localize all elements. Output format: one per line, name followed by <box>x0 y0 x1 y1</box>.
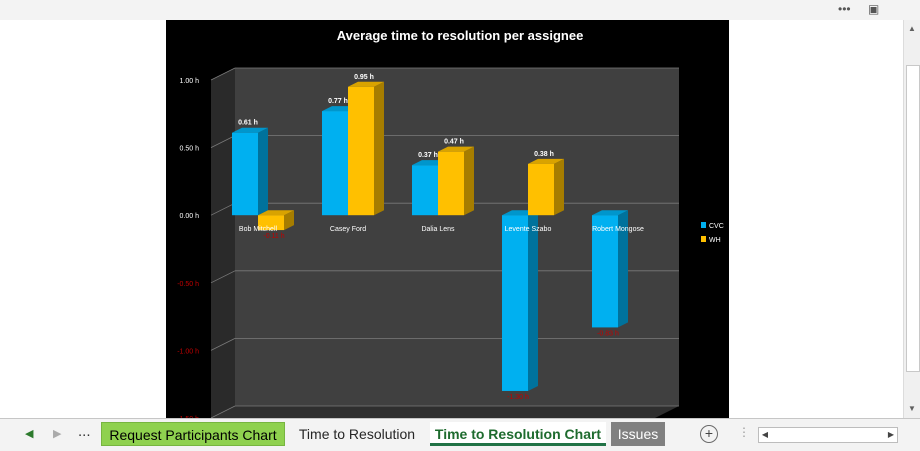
tab-time-to-resolution[interactable]: Time to Resolution <box>289 422 425 446</box>
data-label: 0.38 h <box>534 151 554 158</box>
sheet-tab-bar: ◀ ▶ ... Request Participants Chart Time … <box>0 418 920 451</box>
bar-cvc-side <box>528 210 538 391</box>
bar-cvc <box>502 215 528 391</box>
scroll-down-icon[interactable]: ▼ <box>908 404 916 413</box>
bar-wh <box>258 215 284 231</box>
y-tick-label: -1.50 h <box>177 416 199 418</box>
bar-wh-side <box>284 210 294 231</box>
bar-cvc <box>592 215 618 328</box>
gridline-side <box>210 135 236 148</box>
vertical-scrollbar[interactable]: ▲ ▼ <box>903 20 920 418</box>
y-tick-label: 0.00 h <box>180 213 200 220</box>
data-label: -0.83 h <box>597 330 619 337</box>
bar-cvc-side <box>618 210 628 328</box>
worksheet-area: 1.00 h 0.50 h 0.00 h -0.50 h -1.00 h -1.50 h A… <box>0 20 903 418</box>
gridline-side <box>210 67 236 81</box>
chart-side-wall <box>211 68 235 418</box>
add-sheet-icon[interactable]: + <box>700 425 718 443</box>
bar-cvc <box>322 111 348 216</box>
legend-label-cvc: CVC <box>709 223 724 230</box>
gridline-side <box>210 338 236 351</box>
legend-swatch-wh <box>701 236 706 242</box>
bar-wh-side <box>374 81 384 216</box>
category-label: Bob Mitchell <box>239 226 278 233</box>
bar-cvc <box>232 132 258 216</box>
chart-title: Average time to resolution per assignee <box>337 28 584 43</box>
legend-label-wh: WH <box>709 237 721 244</box>
data-label: 0.77 h <box>328 98 348 105</box>
y-tick-label: -1.00 h <box>177 348 199 355</box>
horizontal-scrollbar[interactable]: ◀ ▶ <box>758 427 898 443</box>
bar-wh <box>528 163 554 216</box>
title-bar: ••• ▣ <box>0 0 920 20</box>
tab-issues[interactable]: Issues <box>611 422 665 446</box>
hscroll-right-icon[interactable]: ▶ <box>887 430 895 439</box>
tab-request-participants-chart[interactable]: Request Participants Chart <box>101 422 285 446</box>
bar-wh-top <box>258 210 294 216</box>
data-label: 0.95 h <box>354 74 374 81</box>
bar-wh-top <box>438 146 474 152</box>
data-label: -0.11 h <box>263 233 284 240</box>
legend-swatch-cvc <box>701 222 706 228</box>
category-label: Levente Szabo <box>505 226 552 233</box>
more-tabs-button[interactable]: ... <box>78 423 91 440</box>
category-label: Casey Ford <box>330 226 366 233</box>
chart-floor <box>211 406 679 418</box>
chart-area[interactable]: 1.00 h 0.50 h 0.00 h -0.50 h -1.00 h -1.50 h A… <box>166 20 729 418</box>
bar-cvc-top <box>232 127 268 133</box>
bar-cvc <box>412 165 438 216</box>
bar-cvc-side <box>258 127 268 216</box>
scroll-left-icon[interactable]: ◀ <box>25 428 34 440</box>
data-label: 0.47 h <box>444 139 464 146</box>
hscroll-left-icon[interactable]: ◀ <box>761 430 769 439</box>
data-label: 0.37 h <box>418 152 438 159</box>
bar-wh-top <box>348 81 384 87</box>
scroll-up-icon[interactable]: ▲ <box>908 24 916 33</box>
tab-time-to-resolution-chart[interactable]: Time to Resolution Chart <box>430 422 606 446</box>
data-label: 0.61 h <box>238 120 258 127</box>
y-tick-label: 0.50 h <box>180 146 200 153</box>
splitter-handle-icon[interactable]: ⋮ <box>738 425 750 439</box>
category-label: Dalia Lens <box>421 226 455 233</box>
bar-wh <box>438 151 464 216</box>
gridline-side <box>210 270 236 284</box>
y-tick-label: 1.00 h <box>180 78 200 85</box>
bar-wh <box>348 86 374 216</box>
gridline-side <box>210 405 236 418</box>
gridline-side <box>210 202 236 216</box>
scroll-right-icon[interactable]: ▶ <box>53 428 62 440</box>
bar-wh-side <box>464 146 474 216</box>
data-label: -1.30 h <box>507 394 529 401</box>
restore-window-icon[interactable]: ▣ <box>868 2 880 16</box>
bar-wh-side <box>554 158 564 216</box>
category-label: Robert Mongose <box>592 226 644 233</box>
more-options-icon[interactable]: ••• <box>838 2 851 16</box>
bar-wh-top <box>528 158 564 164</box>
bar-chart: 1.00 h 0.50 h 0.00 h -0.50 h -1.00 h -1.50 h A… <box>177 28 724 418</box>
y-tick-label: -0.50 h <box>177 281 199 288</box>
bar-cvc-top <box>592 210 628 216</box>
scroll-thumb[interactable] <box>906 65 920 372</box>
